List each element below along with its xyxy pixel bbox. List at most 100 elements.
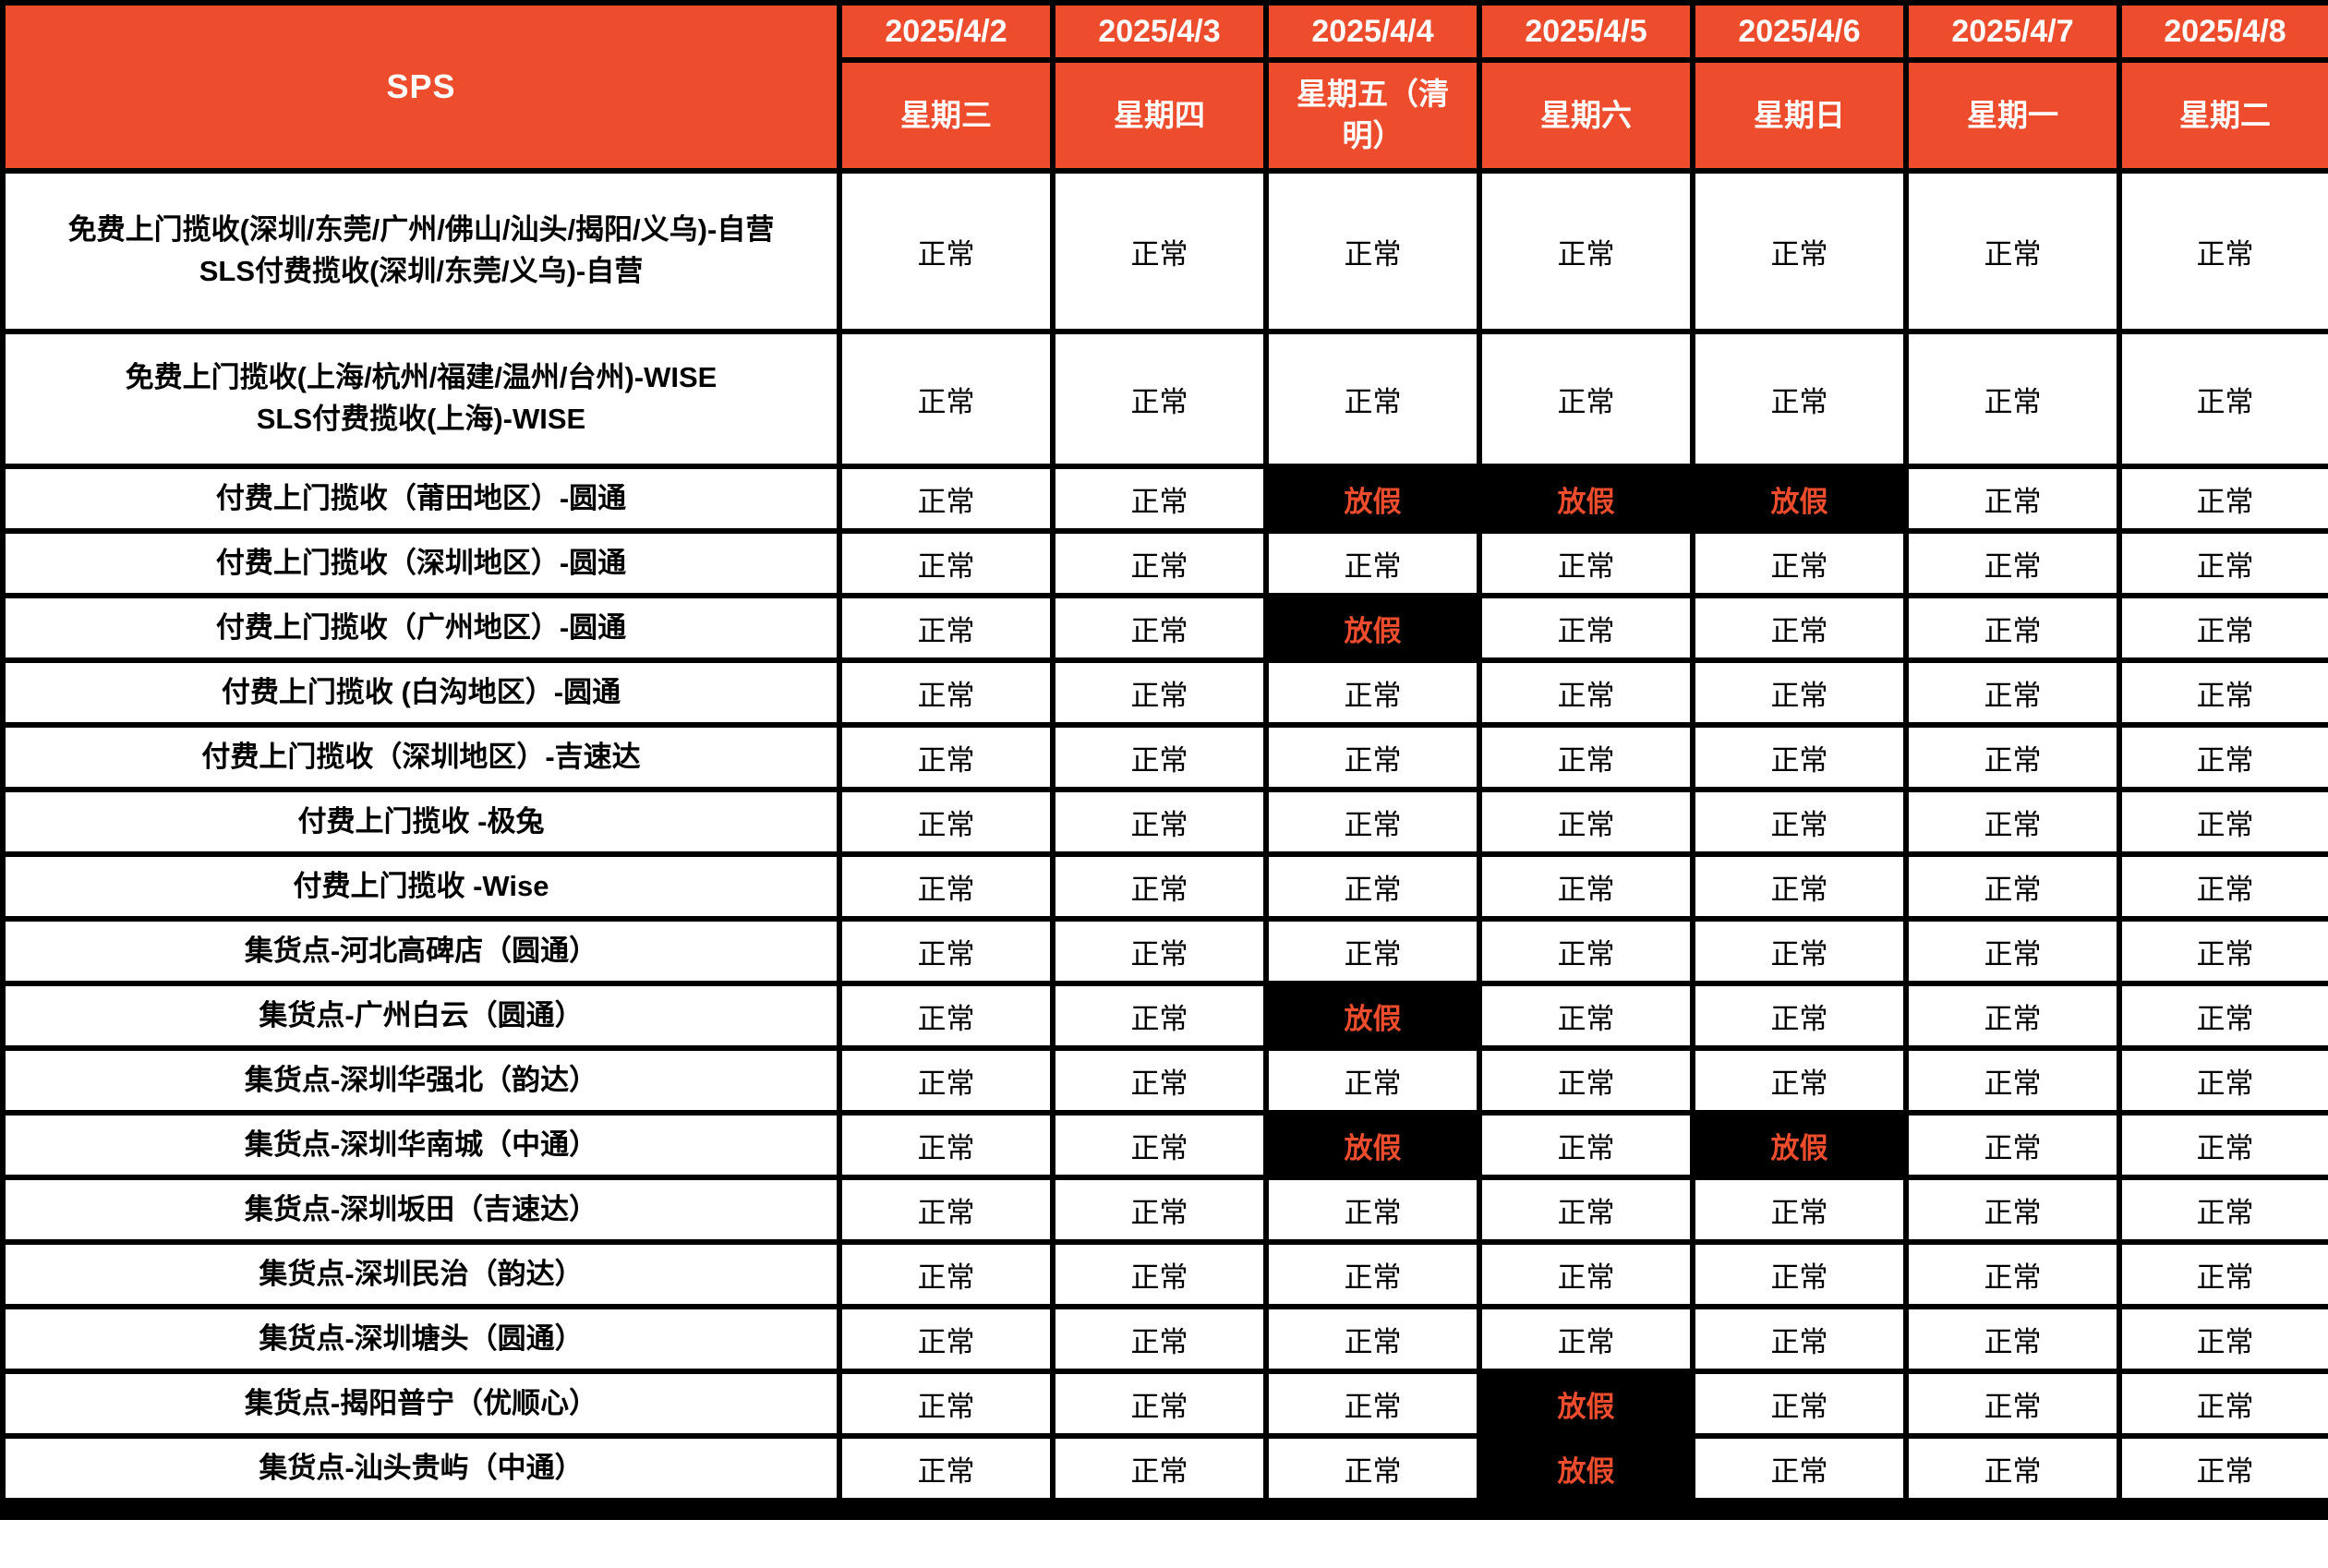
column-header-weekday: 星期四 (1050, 57, 1269, 174)
status-cell-normal: 正常 (1903, 168, 2122, 334)
status-cell-normal: 正常 (1050, 1110, 1269, 1180)
status-cell-normal: 正常 (837, 722, 1055, 792)
status-cell-normal: 正常 (1050, 1239, 1269, 1309)
table-row: 付费上门揽收 (白沟地区）-圆通 正常 正常 正常 正常 正常 正常 正常 (0, 657, 2328, 728)
status-cell-normal: 正常 (1690, 851, 1909, 922)
status-cell-normal: 正常 (1050, 851, 1269, 922)
status-cell-normal: 正常 (1903, 981, 2122, 1051)
status-cell-normal: 正常 (2117, 916, 2328, 986)
status-cell-normal: 正常 (2117, 1369, 2328, 1439)
status-cell-normal: 正常 (2117, 168, 2328, 334)
status-cell-normal: 正常 (1690, 593, 1909, 663)
status-cell-normal: 正常 (1263, 168, 1482, 334)
status-cell-normal: 正常 (1903, 329, 2122, 469)
row-header-service: 免费上门揽收(深圳/东莞/广州/佛山/汕头/揭阳/义乌)-自营 SLS付费揽收(… (0, 168, 842, 334)
status-cell-normal: 正常 (837, 1304, 1055, 1374)
status-cell-normal: 正常 (1050, 722, 1269, 792)
status-cell-normal: 正常 (1263, 1304, 1482, 1374)
row-header-service: 集货点-深圳坂田（吉速达） (0, 1175, 842, 1245)
column-header-date: 2025/4/5 (1477, 0, 1695, 63)
status-cell-normal: 正常 (837, 528, 1055, 598)
status-cell-normal: 正常 (1263, 329, 1482, 469)
header-row-dates: SPS 2025/4/2 2025/4/3 2025/4/4 2025/4/5 2025… (0, 0, 2328, 174)
status-cell-normal: 正常 (1690, 1175, 1909, 1245)
status-cell-normal: 正常 (2117, 329, 2328, 469)
table-row: 付费上门揽收（深圳地区）-吉速达 正常 正常 正常 正常 正常 正常 正常 (0, 722, 2328, 792)
column-header-date: 2025/4/4 (1263, 0, 1482, 63)
status-cell-normal: 正常 (2117, 1175, 2328, 1245)
status-cell-normal: 正常 (837, 1369, 1055, 1439)
status-cell-normal: 正常 (2117, 593, 2328, 663)
status-cell-normal: 正常 (1690, 329, 1909, 469)
status-cell-normal: 正常 (1690, 657, 1909, 728)
status-cell-normal: 正常 (1050, 528, 1269, 598)
status-cell-normal: 正常 (837, 1045, 1055, 1116)
status-cell-normal: 正常 (1263, 528, 1482, 598)
status-cell-normal: 正常 (1903, 464, 2122, 534)
table-row: 集货点-河北高碑店（圆通） 正常 正常 正常 正常 正常 正常 正常 (0, 916, 2328, 986)
status-cell-normal: 正常 (837, 916, 1055, 986)
status-cell-normal: 正常 (1690, 1239, 1909, 1309)
table-row: 集货点-深圳坂田（吉速达） 正常 正常 正常 正常 正常 正常 正常 (0, 1175, 2328, 1245)
status-cell-normal: 正常 (1050, 168, 1269, 334)
row-header-service: 付费上门揽收（深圳地区）-圆通 (0, 528, 842, 598)
status-cell-normal: 正常 (1050, 464, 1269, 534)
status-cell-normal: 正常 (2117, 1110, 2328, 1180)
status-cell-holiday: 放假 (1263, 593, 1482, 663)
status-cell-normal: 正常 (1050, 1304, 1269, 1374)
column-header-date: 2025/4/8 (2117, 0, 2328, 63)
status-cell-normal: 正常 (837, 981, 1055, 1051)
column-header-weekday: 星期五（清明） (1263, 57, 1482, 174)
table-row: 付费上门揽收 -极兔 正常 正常 正常 正常 正常 正常 正常 (0, 787, 2328, 857)
status-cell-normal: 正常 (1903, 851, 2122, 922)
header-row-weekdays: 星期三 星期四 星期五（清明） 星期六 星期日 星期一 星期二 (3, 57, 2328, 174)
status-cell-normal: 正常 (837, 1175, 1055, 1245)
table-row: 付费上门揽收 -Wise 正常 正常 正常 正常 正常 正常 正常 (0, 851, 2328, 922)
status-cell-normal: 正常 (1263, 1433, 1482, 1503)
status-cell-normal: 正常 (1903, 787, 2122, 857)
status-cell-normal: 正常 (1050, 593, 1269, 663)
status-cell-holiday: 放假 (1477, 1433, 1695, 1503)
table-row: 付费上门揽收（广州地区）-圆通 正常 正常 放假 正常 正常 正常 正常 (0, 593, 2328, 663)
status-cell-normal: 正常 (837, 657, 1055, 728)
table-row: 集货点-深圳华南城（中通） 正常 正常 放假 正常 放假 正常 正常 (0, 1110, 2328, 1180)
status-cell-normal: 正常 (1903, 1045, 2122, 1116)
status-cell-normal: 正常 (2117, 1433, 2328, 1503)
status-cell-normal: 正常 (837, 1110, 1055, 1180)
row-header-service: 集货点-汕头贵屿（中通） (0, 1433, 842, 1503)
row-header-service: 付费上门揽收 -极兔 (0, 787, 842, 857)
row-header-service: 付费上门揽收 -Wise (0, 851, 842, 922)
status-cell-normal: 正常 (837, 1239, 1055, 1309)
status-cell-normal: 正常 (1477, 722, 1695, 792)
status-cell-holiday: 放假 (1690, 464, 1909, 534)
status-cell-normal: 正常 (1050, 916, 1269, 986)
column-header-date: 2025/4/6 (1690, 0, 1909, 63)
status-cell-normal: 正常 (837, 168, 1055, 334)
status-cell-normal: 正常 (2117, 1239, 2328, 1309)
status-cell-normal: 正常 (1903, 1175, 2122, 1245)
table-corner-sps: SPS (0, 0, 842, 174)
status-cell-normal: 正常 (1050, 1369, 1269, 1439)
status-cell-normal: 正常 (2117, 787, 2328, 857)
status-cell-holiday: 放假 (1690, 1110, 1909, 1180)
status-cell-normal: 正常 (1050, 981, 1269, 1051)
status-cell-normal: 正常 (1263, 722, 1482, 792)
column-header-date: 2025/4/2 (837, 0, 1055, 63)
status-cell-normal: 正常 (1477, 657, 1695, 728)
status-cell-normal: 正常 (1903, 1433, 2122, 1503)
status-cell-normal: 正常 (1903, 593, 2122, 663)
status-cell-normal: 正常 (1477, 1239, 1695, 1309)
status-cell-normal: 正常 (1690, 787, 1909, 857)
status-cell-normal: 正常 (1690, 722, 1909, 792)
status-cell-normal: 正常 (1903, 657, 2122, 728)
status-cell-normal: 正常 (1690, 1304, 1909, 1374)
column-header-weekday: 星期日 (1690, 57, 1909, 174)
status-cell-normal: 正常 (1263, 1175, 1482, 1245)
table-header: SPS 2025/4/2 2025/4/3 2025/4/4 2025/4/5 2025… (0, 0, 2328, 174)
status-cell-normal: 正常 (837, 1433, 1055, 1503)
status-cell-normal: 正常 (1903, 916, 2122, 986)
status-cell-normal: 正常 (2117, 657, 2328, 728)
status-cell-normal: 正常 (1263, 1369, 1482, 1439)
status-cell-normal: 正常 (1263, 851, 1482, 922)
status-cell-normal: 正常 (2117, 1045, 2328, 1116)
